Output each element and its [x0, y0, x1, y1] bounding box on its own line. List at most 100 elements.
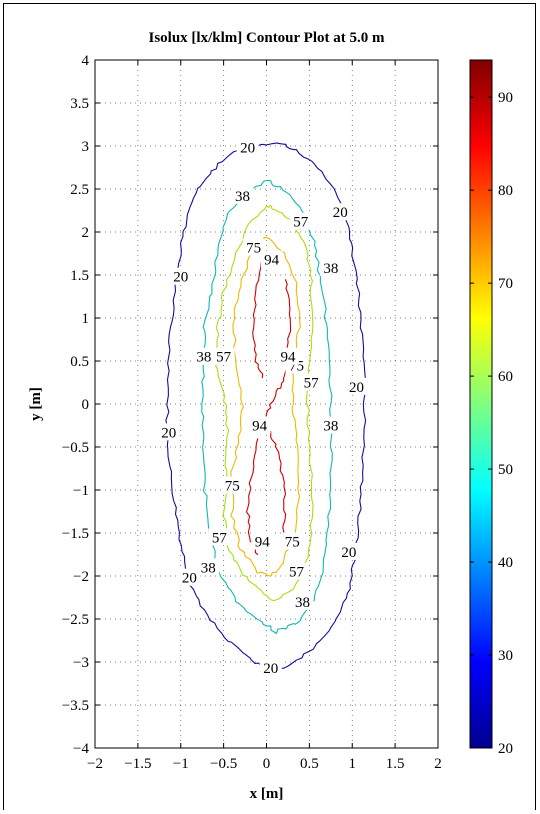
y-tick-label: −2.5 [62, 612, 89, 628]
y-tick-label: −1.5 [62, 526, 89, 542]
y-axis-label: y [m] [28, 387, 44, 421]
y-tick-label: 1.5 [70, 268, 89, 284]
contour-label-bg [300, 373, 323, 391]
contour-line-38 [201, 179, 333, 635]
y-tick-label: 3.5 [70, 96, 89, 112]
contour-label: 57 [216, 350, 232, 366]
colorbar-ticks: 20 30 40 50 60 70 80 90 [470, 90, 513, 757]
contour-label-bg [212, 347, 235, 365]
y-tick-label: −3 [73, 655, 89, 671]
contour-label: 20 [240, 141, 255, 157]
contour-label-bg [345, 377, 368, 395]
contour-label-bg [289, 212, 312, 230]
contour-line-94 [252, 257, 264, 379]
contour-label: 20 [333, 205, 348, 221]
contour-label: 20 [263, 661, 278, 677]
x-axis: −2 −1.5 −1 −0.5 0 0.5 1 1.5 2 [87, 60, 442, 772]
contour-line-57 [215, 204, 314, 602]
contour-label: 57 [304, 376, 320, 392]
y-tick-label: 1 [82, 311, 90, 327]
y-tick-label: −0.5 [62, 440, 89, 456]
contour-label: 38 [323, 419, 338, 435]
x-tick-label: 2 [434, 756, 442, 772]
y-tick-label: −3.5 [62, 698, 89, 714]
colorbar-tick-label: 30 [498, 648, 513, 664]
contour-label: 38 [196, 350, 211, 366]
contour-label: 75 [225, 479, 240, 495]
contour-label: 94 [255, 535, 271, 551]
colorbar-tick-label: 60 [498, 369, 513, 385]
contour-label: 20 [182, 571, 197, 587]
contour-label: 38 [201, 560, 216, 576]
contour-label-bg [285, 562, 308, 580]
x-tick-label: 1 [349, 756, 357, 772]
contour-label: 57 [289, 565, 305, 581]
colorbar [469, 59, 493, 749]
contour-labels: 2020202020202020383838383838575757575775… [157, 138, 368, 677]
plot-area [95, 60, 438, 748]
x-tick-label: 0 [263, 756, 271, 772]
contour-label: 94 [264, 253, 280, 269]
contour-label-bg [319, 259, 342, 277]
colorbar-tick-label: 90 [498, 90, 513, 106]
contour-label-bg [221, 476, 244, 494]
contour-label: 20 [349, 380, 364, 396]
contour-label-bg [251, 532, 274, 550]
contour-label-bg [259, 659, 282, 677]
contour-label: 94 [280, 350, 296, 366]
colorbar-tick-label: 40 [498, 555, 513, 571]
contour-label-bg [236, 138, 259, 156]
contour-line-94 [266, 425, 287, 542]
y-tick-label: 2 [82, 225, 90, 241]
contour-label: 94 [252, 419, 268, 435]
grid-lines [95, 60, 438, 748]
x-tick-label: −1.5 [124, 756, 151, 772]
contour-label-bg [242, 238, 265, 256]
contour-label-bg [319, 416, 342, 434]
x-tick-label: −1 [173, 756, 189, 772]
contour-label-bg [329, 203, 352, 221]
contour-label: 57 [293, 215, 309, 231]
x-tick-label: 0.5 [300, 756, 319, 772]
contour-label-bg [231, 186, 254, 204]
y-tick-label: −1 [73, 483, 89, 499]
y-tick-label: −2 [73, 569, 89, 585]
colorbar-tick-label: 70 [498, 276, 513, 292]
contour-label: 75 [246, 240, 261, 256]
contour-line-94 [261, 279, 292, 431]
y-tick-label: 4 [82, 53, 90, 69]
contour-label-bg [192, 347, 215, 365]
contour-label-bg [260, 250, 283, 268]
contour-label-bg [248, 416, 271, 434]
contour-label: 20 [173, 270, 188, 286]
contour-label-bg [178, 568, 201, 586]
contour-label-bg [281, 532, 304, 550]
colorbar-tick-label: 20 [498, 741, 513, 757]
contour-label-bg [169, 267, 192, 285]
contour-label-bg [291, 592, 314, 610]
contour-label: 38 [295, 595, 310, 611]
figure-frame [3, 3, 536, 810]
contour-label: 20 [341, 545, 356, 561]
contour-label: 75 [285, 535, 300, 551]
y-axis: −4 −3.5 −3 −2.5 −2 −1.5 −1 −0.5 0 0.5 1 1.5 2 2.5 3 3.5… [62, 53, 438, 757]
y-tick-label: 3 [82, 139, 90, 155]
chart-title: Isolux [lx/klm] Contour Plot at 5.0 m [149, 30, 385, 46]
colorbar-tick-label: 80 [498, 183, 513, 199]
x-tick-label: 1.5 [386, 756, 405, 772]
contour-label-bg [276, 347, 299, 365]
contour-label-bg [208, 528, 231, 546]
x-axis-label: x [m] [250, 786, 284, 802]
y-tick-label: 0 [82, 397, 90, 413]
x-tick-label: −2 [87, 756, 103, 772]
contour-line-75 [230, 236, 301, 577]
contour-label-bg [157, 423, 180, 441]
y-tick-label: −4 [73, 741, 89, 757]
colorbar-tick-label: 50 [498, 462, 513, 478]
x-tick-label: −0.5 [210, 756, 237, 772]
contour-label: 38 [323, 261, 338, 277]
contour-label-bg [197, 558, 220, 576]
y-tick-label: 2.5 [70, 182, 89, 198]
contour-label: 38 [235, 189, 250, 205]
